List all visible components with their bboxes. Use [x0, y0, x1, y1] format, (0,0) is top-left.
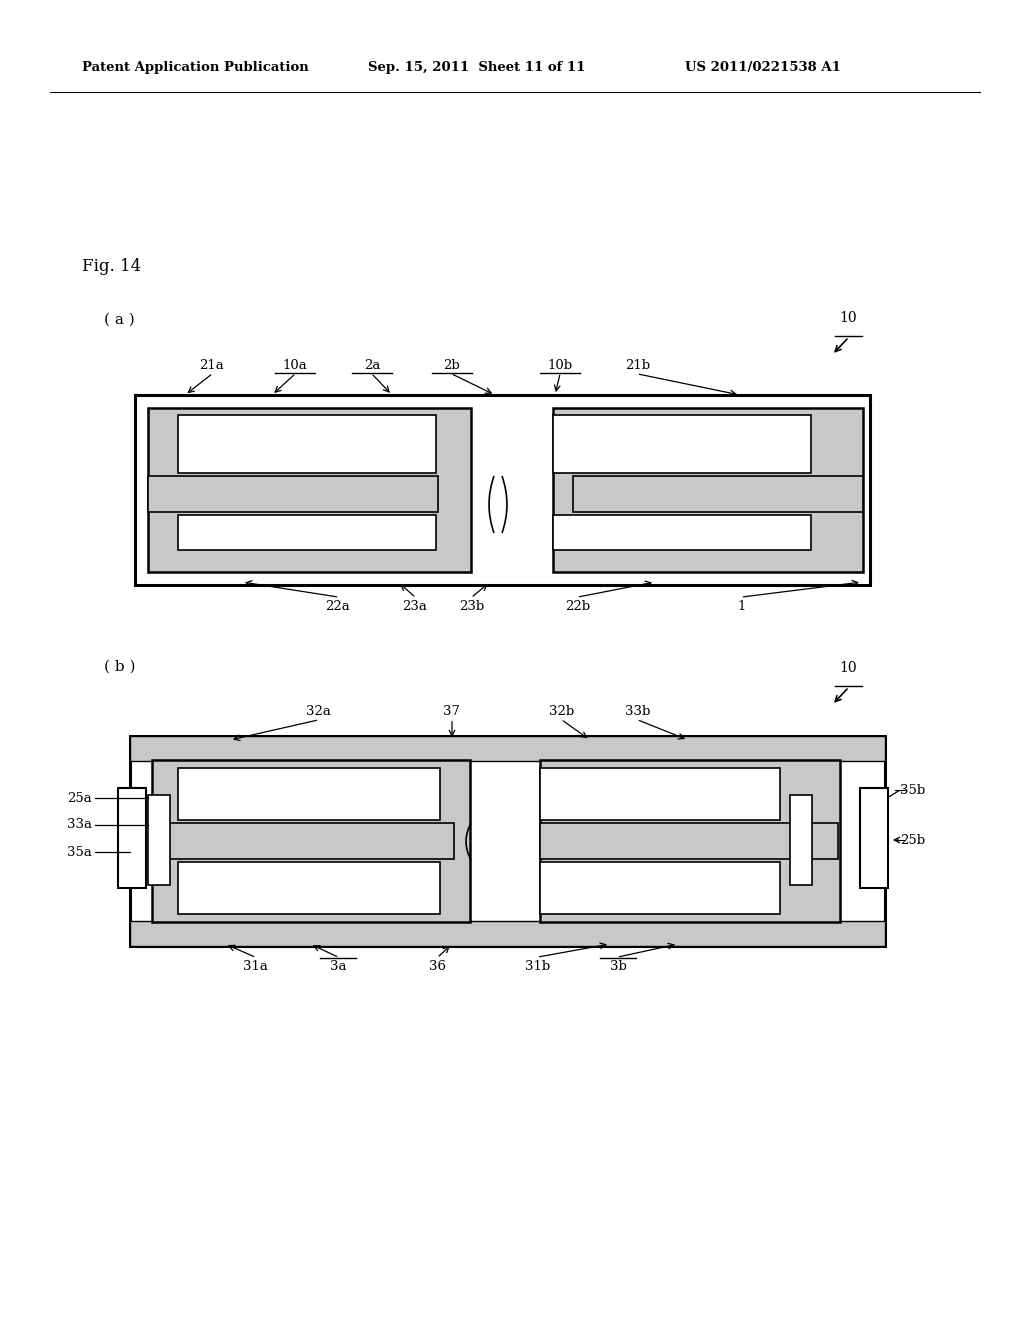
Text: 2b: 2b: [443, 359, 461, 372]
Text: 32b: 32b: [549, 705, 574, 718]
Text: 31b: 31b: [525, 960, 551, 973]
Text: 1: 1: [738, 601, 746, 612]
Bar: [540, 768, 780, 820]
Bar: [118, 788, 146, 888]
Text: 3b: 3b: [609, 960, 627, 973]
Bar: [553, 408, 863, 572]
Bar: [540, 760, 840, 921]
Bar: [148, 795, 170, 884]
Text: 25a: 25a: [68, 792, 92, 804]
Text: 31a: 31a: [243, 960, 267, 973]
Bar: [573, 477, 863, 512]
Bar: [540, 862, 780, 913]
Bar: [130, 737, 885, 762]
Text: 21b: 21b: [626, 359, 650, 372]
Text: 23b: 23b: [460, 601, 484, 612]
Text: 22b: 22b: [565, 601, 591, 612]
Bar: [553, 414, 811, 473]
Text: 10: 10: [840, 312, 857, 325]
Text: 21a: 21a: [200, 359, 224, 372]
Text: 10b: 10b: [548, 359, 572, 372]
Bar: [790, 795, 812, 884]
Bar: [152, 822, 454, 859]
Text: 23a: 23a: [402, 601, 427, 612]
Bar: [178, 862, 440, 913]
Text: Patent Application Publication: Patent Application Publication: [82, 62, 309, 74]
Bar: [148, 477, 438, 512]
Bar: [130, 921, 885, 946]
Bar: [135, 395, 870, 585]
Text: 2a: 2a: [364, 359, 380, 372]
Bar: [178, 414, 436, 473]
Bar: [178, 768, 440, 820]
Text: 10: 10: [840, 661, 857, 675]
Text: 25b: 25b: [900, 833, 925, 846]
Bar: [540, 822, 838, 859]
Text: 33b: 33b: [626, 705, 650, 718]
Bar: [860, 788, 888, 888]
Text: 32a: 32a: [305, 705, 331, 718]
Text: 37: 37: [443, 705, 461, 718]
Bar: [152, 760, 470, 921]
Text: 22a: 22a: [326, 601, 350, 612]
Text: 35a: 35a: [68, 846, 92, 858]
Bar: [148, 408, 471, 572]
Text: ( b ): ( b ): [104, 660, 135, 675]
Text: 35b: 35b: [900, 784, 926, 796]
Text: 33a: 33a: [67, 818, 92, 832]
Text: Fig. 14: Fig. 14: [82, 257, 141, 275]
Bar: [178, 515, 436, 550]
Text: 36: 36: [429, 960, 446, 973]
Text: 10a: 10a: [283, 359, 307, 372]
Bar: [553, 515, 811, 550]
Text: 3a: 3a: [330, 960, 346, 973]
Text: Sep. 15, 2011  Sheet 11 of 11: Sep. 15, 2011 Sheet 11 of 11: [368, 62, 586, 74]
Text: ( a ): ( a ): [104, 313, 135, 327]
Text: US 2011/0221538 A1: US 2011/0221538 A1: [685, 62, 841, 74]
Bar: [130, 737, 885, 946]
